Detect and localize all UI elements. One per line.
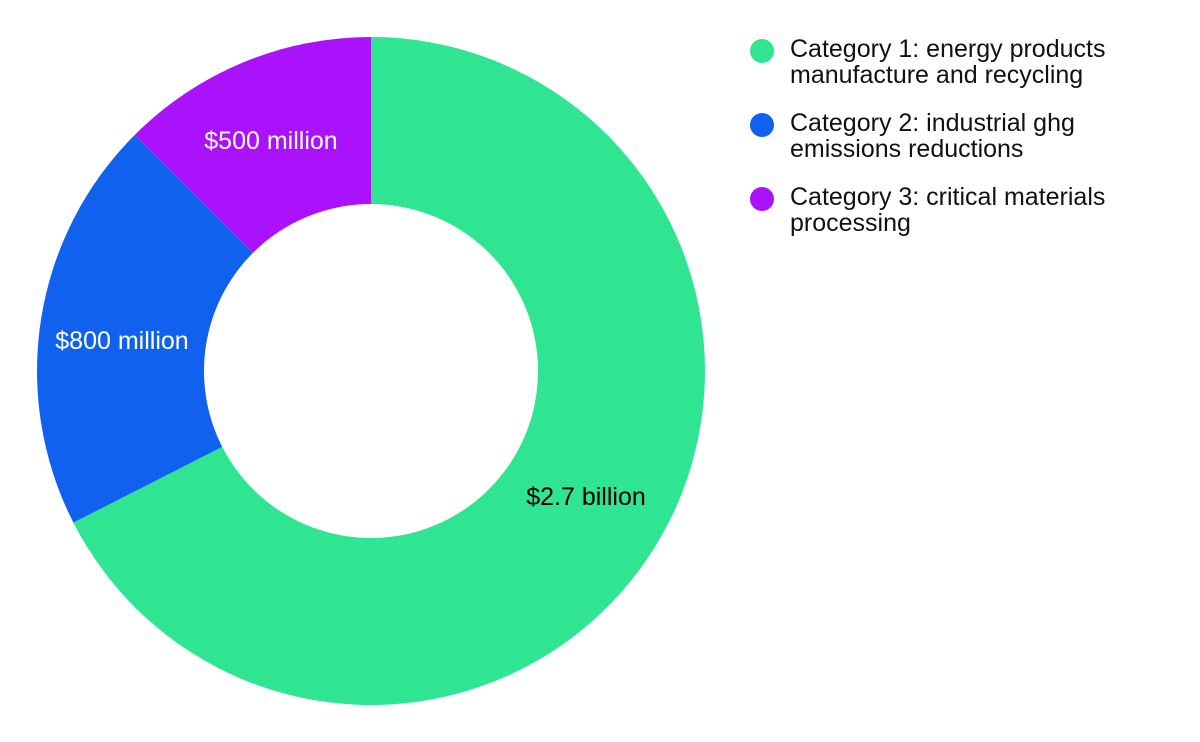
donut-chart: $2.7 billion $800 million $500 million bbox=[37, 37, 706, 705]
slice-labels: $2.7 billion $800 million $500 million bbox=[55, 127, 645, 511]
legend: Category 1: energy products manufacture … bbox=[750, 36, 1190, 258]
legend-item-category-1[interactable]: Category 1: energy products manufacture … bbox=[750, 36, 1190, 88]
donut-slice-category-2[interactable] bbox=[37, 134, 253, 523]
donut-slice-category-1[interactable] bbox=[73, 37, 706, 705]
slice-value-label: $2.7 billion bbox=[526, 483, 646, 511]
slice-value-label: $800 million bbox=[55, 327, 188, 355]
legend-dot-icon bbox=[750, 187, 774, 211]
legend-label: Category 1: energy products manufacture … bbox=[790, 35, 1106, 89]
legend-label: Category 2: industrial ghg emissions red… bbox=[790, 109, 1075, 163]
legend-item-category-2[interactable]: Category 2: industrial ghg emissions red… bbox=[750, 110, 1190, 162]
legend-item-category-3[interactable]: Category 3: critical materials processin… bbox=[750, 184, 1190, 236]
legend-label: Category 3: critical materials processin… bbox=[790, 183, 1106, 237]
slice-value-label: $500 million bbox=[204, 127, 337, 155]
legend-dot-icon bbox=[750, 39, 774, 63]
legend-dot-icon bbox=[750, 113, 774, 137]
donut-slice-category-3[interactable] bbox=[134, 37, 371, 253]
donut-slices bbox=[37, 37, 706, 705]
